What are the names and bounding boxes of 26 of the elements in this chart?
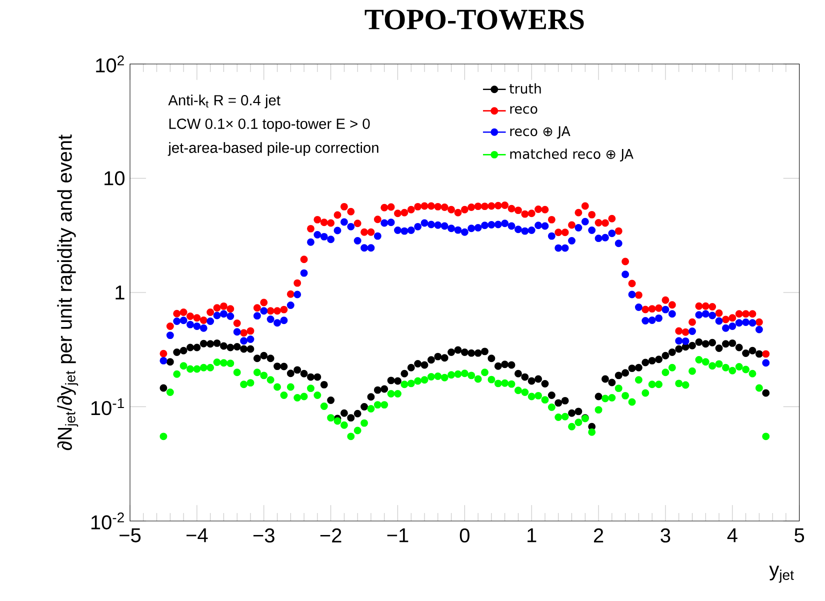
y-tick-label: 10$^{2}$ [96, 56, 124, 72]
x-tick-label: 2 [594, 528, 604, 542]
x-tick-label: 1 [528, 528, 536, 542]
legend-label: reco [510, 106, 538, 114]
legend-label: reco ⊕ JA [510, 126, 570, 139]
x-tick-label: −2 [320, 528, 342, 542]
annotation: jet-area-based pile-up correction [168, 142, 378, 156]
annotation: Anti-k$_{t}$ R = 0.4 jet [168, 94, 280, 108]
x-tick-label: 5 [794, 528, 804, 542]
y-tick-label: 10$^{-1}$ [91, 398, 124, 416]
y-tick-label: 10$^{-2}$ [91, 512, 124, 530]
x-tick-label: −4 [186, 528, 208, 542]
y-axis-title: ∂N$_{jet}$/∂y$_{jet}$ per unit rapidity and event [57, 134, 78, 450]
annotation: LCW 0.1× 0.1 topo-tower E > 0 [169, 118, 370, 132]
x-tick-label: −1 [387, 528, 408, 542]
x-tick-label: 0 [460, 528, 470, 543]
x-axis-title: y$_{jet}$ [769, 566, 794, 583]
chart-title: TOPO-TOWERS [364, 10, 584, 30]
y-tick-label: 10 [104, 171, 124, 186]
x-tick-label: 3 [660, 528, 670, 543]
legend-label: truth [509, 83, 541, 94]
x-tick-label: 4 [727, 528, 738, 542]
x-tick-label: −5 [120, 528, 141, 542]
legend-label: matched reco ⊕ JA [510, 148, 634, 162]
y-tick-label: 1 [116, 286, 124, 300]
x-tick-label: −3 [253, 528, 274, 543]
